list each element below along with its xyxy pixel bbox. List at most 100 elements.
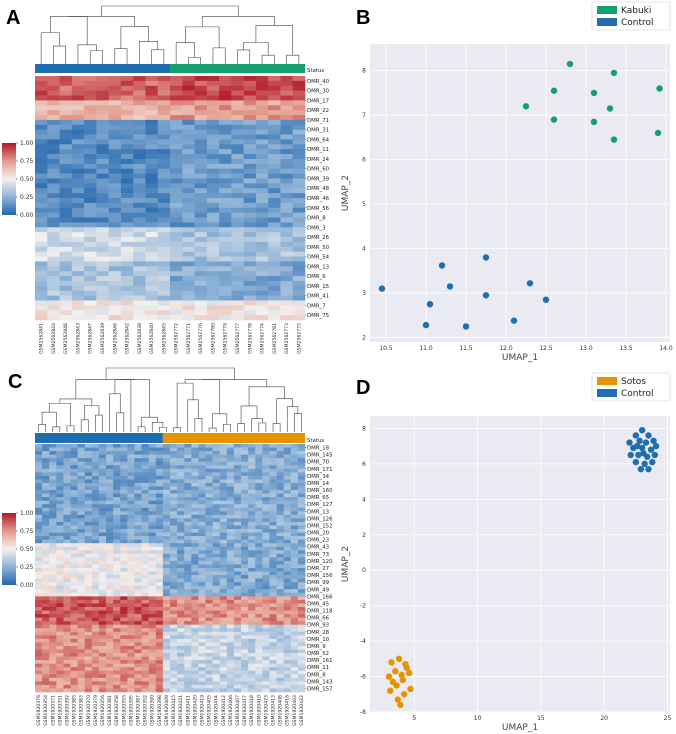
c-heatmap-cell (177, 610, 185, 615)
c-heatmap-cell (198, 479, 206, 484)
a-heatmap-cell (59, 305, 73, 311)
a-heatmap-cell (108, 95, 122, 101)
c-heatmap-cell (226, 461, 235, 466)
c-heatmap-cell (170, 642, 178, 647)
c-heatmap-cell (269, 585, 277, 590)
c-heatmap-cell (233, 649, 242, 654)
a-heatmap-cell (47, 173, 60, 179)
c-heatmap-cell (191, 475, 199, 480)
a-heatmap-cell (47, 212, 60, 218)
c-heatmap-cell (283, 606, 292, 611)
c-heatmap-cell (226, 610, 235, 615)
a-heatmap-cell (231, 158, 244, 165)
c-heatmap-cell (212, 472, 221, 477)
c-heatmap-cell (233, 578, 242, 583)
a-heatmap-cell (182, 276, 195, 282)
c-heatmap-cell (63, 667, 71, 672)
a-heatmap-cell (108, 271, 122, 277)
a-heatmap-cell (280, 144, 294, 150)
a-heatmap-cell (231, 193, 244, 199)
c-heatmap-cell (226, 497, 235, 501)
c-heatmap-cell (84, 525, 93, 530)
c-heatmap-cell (248, 670, 256, 675)
a-heatmap-cell (206, 241, 220, 248)
a-heatmap-cell (96, 134, 109, 140)
c-heatmap-cell (134, 451, 142, 455)
c-heatmap-cell (84, 511, 93, 516)
a-heatmap-cell (231, 227, 244, 233)
a-heatmap-cell (108, 129, 122, 135)
c-heatmap-cell (269, 539, 277, 544)
a-heatmap-cell (47, 251, 60, 257)
c-heatmap-cell (106, 575, 114, 579)
a-heatmap-cell (35, 305, 48, 311)
c-heatmap-cell (91, 521, 100, 526)
c-heatmap-cell (98, 482, 107, 487)
c-heatmap-cell (113, 500, 121, 505)
a-heatmap-cell (194, 149, 208, 155)
c-heatmap-cell (106, 681, 114, 686)
c-heatmap-cell (290, 568, 299, 572)
a-heatmap-cell (194, 237, 208, 243)
c-heatmap-cell (177, 667, 185, 672)
a-heatmap-cell (120, 237, 134, 243)
a-heatmap-cell (231, 237, 244, 243)
c-heatmap-cell (120, 564, 128, 569)
c-heatmap-cell (248, 532, 256, 537)
a-heatmap-cell (280, 227, 294, 233)
a-heatmap-cell (206, 251, 220, 257)
c-heatmap-cell (262, 525, 270, 530)
c-heatmap-cell (248, 461, 256, 466)
c-heatmap-cell (226, 454, 235, 459)
c-heatmap-cell (42, 688, 50, 693)
c-heatmap-cell (269, 543, 277, 548)
a-heatmap-cell (35, 178, 48, 184)
c-heatmap-cell (77, 451, 86, 455)
a-heatmap-cell (182, 144, 195, 150)
c-heatmap-cell (162, 660, 171, 664)
a-heatmap-cell (280, 168, 294, 174)
c-heatmap-cell (191, 638, 199, 643)
a-heatmap-cell (84, 241, 97, 248)
c-heatmap-cell (98, 635, 107, 640)
c-heatmap-cell (191, 472, 199, 477)
c-heatmap-cell (148, 461, 157, 466)
c-heatmap-cell (233, 653, 242, 657)
c-heatmap-cell (248, 458, 256, 463)
c-heatmap-cell (77, 546, 86, 551)
c-heatmap-cell (177, 557, 185, 562)
d-point-control (652, 442, 660, 450)
c-heatmap-cell (56, 543, 64, 548)
c-heatmap-cell (106, 454, 114, 459)
c-heatmap-cell (191, 585, 199, 590)
a-heatmap-cell (145, 124, 159, 130)
c-heatmap-cell (184, 493, 192, 498)
c-heatmap-cell (98, 660, 107, 664)
c-heatmap-cell (226, 603, 235, 608)
a-heatmap-cell (120, 241, 134, 248)
c-heatmap-cell (233, 500, 242, 505)
c-heatmap-cell (241, 621, 249, 625)
c-heatmap-cell (113, 486, 121, 491)
a-heatmap-cell (206, 173, 220, 179)
a-heatmap-cell (206, 285, 220, 292)
a-heatmap-cell (133, 115, 146, 121)
a-heatmap-cell (170, 207, 183, 213)
c-heatmap-cell (191, 468, 199, 473)
c-heatmap-cell (35, 614, 43, 618)
c-heatmap-cell (212, 603, 221, 608)
c-heatmap-cell (162, 663, 171, 668)
c-heatmap-cell (162, 688, 171, 693)
a-heatmap-cell (170, 173, 183, 179)
c-heatmap-cell (184, 592, 192, 597)
d-point-sotos (387, 687, 394, 694)
a-heatmap-cell (206, 217, 220, 223)
a-heatmap-cell (268, 241, 281, 248)
c-heatmap-cell (297, 546, 306, 551)
a-heatmap-cell (206, 154, 220, 160)
c-heatmap-cell (269, 553, 277, 558)
a-heatmap-cell (157, 134, 171, 140)
c-heatmap-cell (233, 575, 242, 579)
a-heatmap-cell (268, 183, 281, 189)
c-heatmap-cell (248, 575, 256, 579)
